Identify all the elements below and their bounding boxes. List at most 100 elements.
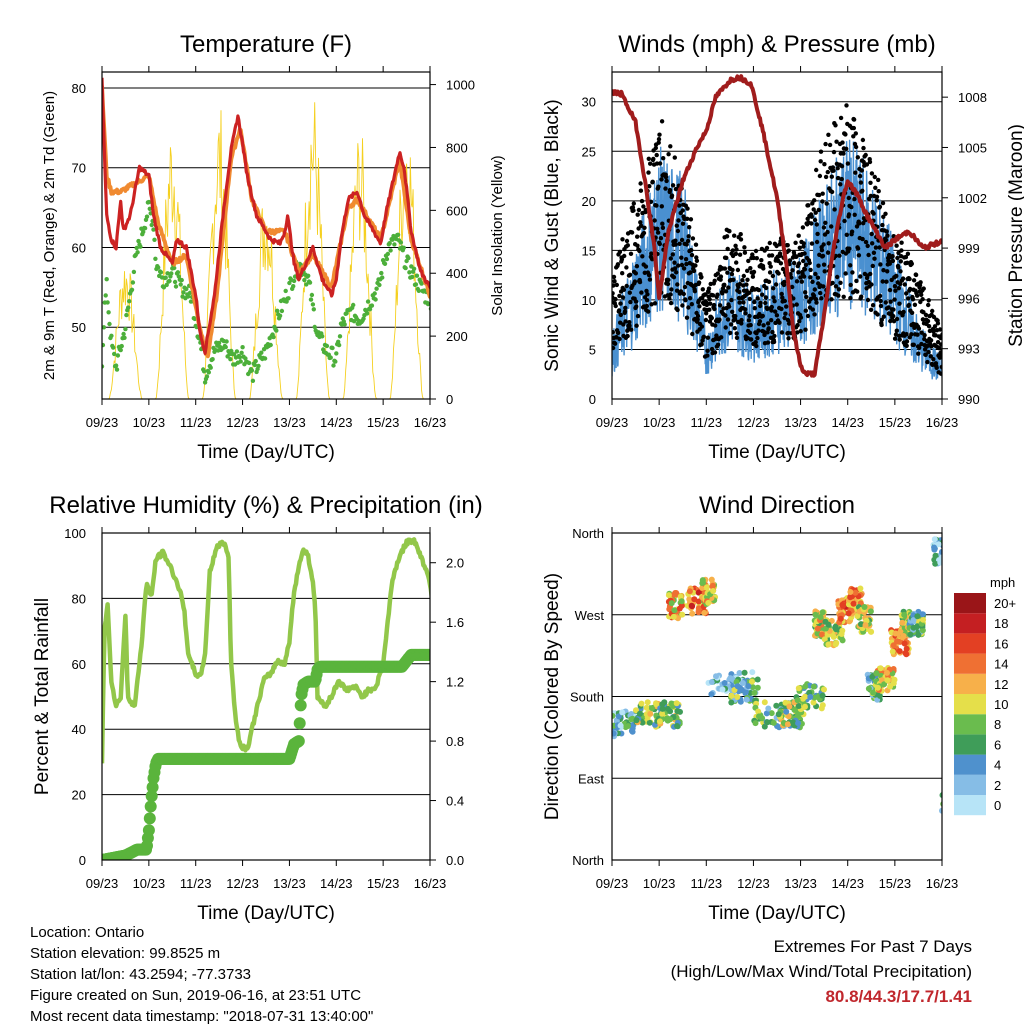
gust-point [874, 198, 879, 203]
direction-point [665, 592, 672, 599]
gust-point [948, 329, 952, 333]
gust-point [801, 274, 807, 279]
gust-point [826, 241, 831, 246]
gust-point [937, 327, 942, 332]
direction-point [943, 553, 949, 559]
gust-point [875, 312, 880, 317]
gust-point [691, 268, 697, 274]
gust-point [624, 283, 629, 289]
dewpoint-point [342, 322, 347, 327]
direction-point [884, 677, 891, 684]
plot-frame [101, 71, 431, 400]
gust-point [811, 293, 817, 298]
gust-point [688, 217, 694, 222]
gust-point [676, 263, 681, 268]
direction-point [625, 723, 631, 729]
dewpoint-point [309, 292, 315, 298]
gust-point [865, 297, 871, 303]
gust-point [887, 261, 892, 266]
direction-point [719, 686, 726, 693]
gust-point [815, 275, 821, 280]
dewpoint-point [377, 282, 382, 288]
gust-point [863, 239, 869, 245]
gust-point [829, 297, 834, 302]
gust-point [801, 258, 806, 264]
dewpoint-point [286, 296, 291, 301]
gust-point [765, 340, 771, 345]
gust-point [645, 292, 650, 297]
precipitation-point [439, 649, 451, 661]
gust-point [742, 245, 747, 250]
gust-point [780, 266, 786, 272]
gust-point [951, 333, 955, 337]
gust-point [884, 279, 889, 284]
gust-point [633, 271, 638, 276]
direction-point [959, 815, 965, 821]
gust-point [663, 186, 668, 191]
x-tick-label: 09/23 [596, 876, 629, 891]
gust-point [668, 300, 674, 306]
dewpoint-point [277, 313, 283, 318]
direction-point [931, 544, 938, 551]
direction-point [628, 716, 635, 723]
gust-point [763, 295, 769, 300]
gust-point [888, 318, 893, 324]
gust-point [686, 234, 691, 239]
gust-point [812, 198, 817, 203]
gust-point [868, 307, 874, 312]
gust-point [612, 341, 618, 346]
gust-point [646, 156, 651, 161]
gust-point [681, 291, 686, 297]
gust-point [827, 142, 833, 148]
gust-point [677, 203, 682, 208]
gust-point [815, 231, 820, 237]
gust-point [646, 170, 651, 175]
gust-point [894, 273, 899, 279]
dewpoint-point [324, 343, 330, 349]
gust-point [754, 343, 759, 349]
gust-point [789, 275, 794, 280]
gust-point [786, 330, 791, 336]
gust-point [769, 253, 775, 258]
gust-point [810, 307, 815, 312]
gust-point [766, 326, 771, 331]
gust-point [737, 289, 742, 295]
gust-point [674, 223, 679, 228]
gust-point [705, 353, 710, 358]
gust-point [786, 248, 791, 253]
precipitation-point [432, 649, 444, 661]
direction-point [814, 625, 821, 632]
gust-point [675, 228, 681, 234]
x-tick-label: 12/23 [737, 876, 770, 891]
gust-point [784, 304, 789, 309]
x-tick-label: 15/23 [367, 415, 400, 430]
gust-point [897, 301, 902, 306]
gust-point [734, 260, 739, 265]
gust-point [883, 300, 888, 305]
direction-point [896, 648, 903, 655]
precipitation-point [429, 652, 430, 658]
gust-point [734, 247, 739, 252]
gust-point [714, 333, 719, 338]
gust-point [854, 278, 859, 284]
gust-point [803, 262, 809, 267]
gust-point [656, 140, 661, 145]
gust-point [644, 288, 649, 294]
gust-point [895, 255, 900, 261]
dewpoint-point [373, 297, 378, 302]
dewpoint-point [283, 288, 288, 294]
gust-point [712, 350, 718, 355]
gust-point [898, 269, 903, 274]
dewpoint-point [123, 326, 128, 332]
dewpoint-point [151, 227, 156, 232]
gust-point [685, 216, 690, 221]
dewpoint-point [169, 271, 174, 276]
gust-point [722, 266, 728, 271]
gust-point [911, 278, 917, 283]
gust-point [647, 277, 653, 282]
gust-point [671, 275, 677, 280]
direction-point [666, 606, 673, 613]
gust-point [870, 241, 875, 246]
gust-point [939, 342, 942, 347]
dewpoint-point [435, 295, 439, 299]
